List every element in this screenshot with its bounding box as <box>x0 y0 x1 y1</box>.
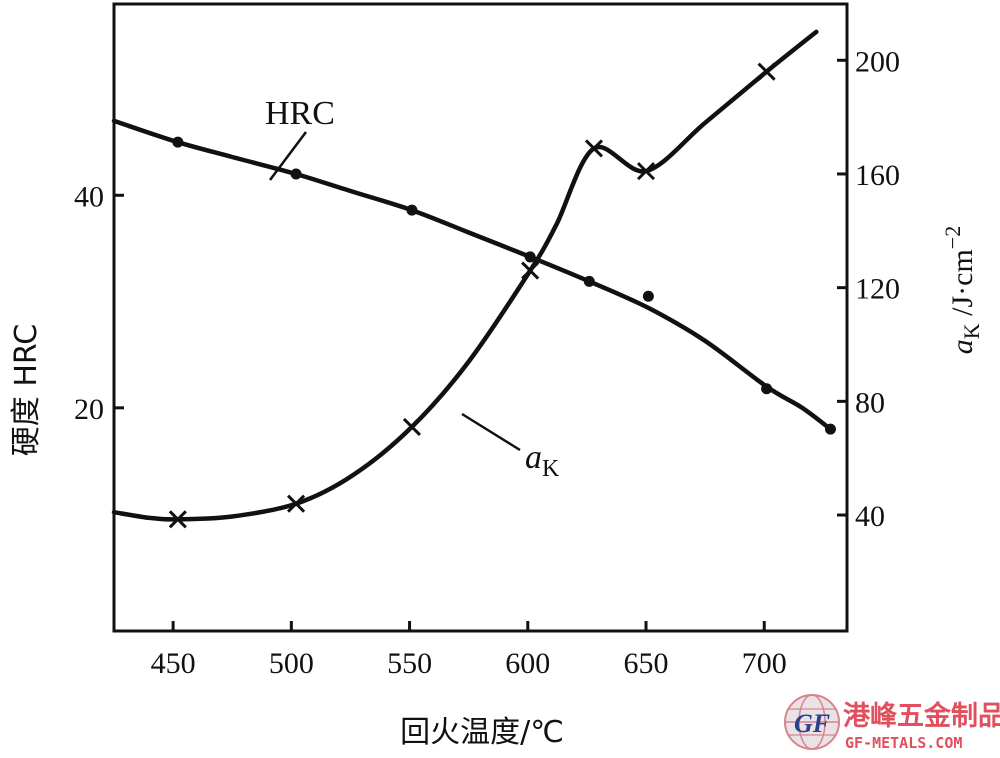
y-left-tick-label-20: 20 <box>74 393 104 426</box>
y-left-tick-label-40: 40 <box>74 180 104 213</box>
ak-point-1 <box>287 494 306 513</box>
curves <box>111 29 833 522</box>
hrc-point-4 <box>583 275 595 287</box>
ak-point-3 <box>521 261 540 280</box>
series-label-ak: aK <box>525 439 560 482</box>
ak-point-2 <box>402 417 421 436</box>
ak-point-4 <box>584 139 604 158</box>
y-right-title-sub: K <box>959 323 984 339</box>
y-right-title-unit: /J·cm <box>946 249 979 323</box>
y-axis-left-title: 硬度 HRC <box>9 324 44 456</box>
series-label-ak-main: a <box>525 439 542 476</box>
x-tick-label-500: 500 <box>269 647 314 680</box>
hrc-point-7 <box>824 423 836 435</box>
watermark-title: 港峰五金制品 <box>843 700 1000 732</box>
x-tick-label-650: 650 <box>624 647 669 680</box>
y-axis-right-title: aK /J·cm−2 <box>940 226 984 354</box>
markers <box>168 62 836 529</box>
series-label-hrc: HRC <box>265 95 335 132</box>
series-line-0 <box>111 118 833 432</box>
ak-leader-line <box>461 412 521 452</box>
ak-point-0 <box>168 510 187 529</box>
y-right-tick-label-40: 40 <box>855 500 885 533</box>
hrc-point-0 <box>172 136 184 148</box>
y-right-title-sup: −2 <box>940 226 965 249</box>
x-tick-label-550: 550 <box>387 647 432 680</box>
x-axis-title: 回火温度/℃ <box>400 715 564 750</box>
series-line-1 <box>111 29 819 522</box>
tick-marks <box>114 58 847 631</box>
watermark-url: GF-METALS.COM <box>845 734 962 752</box>
x-tick-label-600: 600 <box>505 647 550 680</box>
hrc-point-2 <box>406 204 418 216</box>
x-tick-label-700: 700 <box>742 647 787 680</box>
y-right-title-main: a <box>946 339 979 354</box>
hrc-leader-line <box>269 131 307 181</box>
y-right-tick-label-160: 160 <box>855 159 900 192</box>
hrc-point-5 <box>642 290 654 302</box>
y-right-tick-label-80: 80 <box>855 386 885 419</box>
gf-logo-text: GF <box>794 709 830 738</box>
series-label-ak-sub: K <box>542 456 560 482</box>
hrc-point-1 <box>290 168 302 180</box>
y-right-tick-label-120: 120 <box>855 273 900 306</box>
hrc-point-3 <box>524 251 536 263</box>
ak-point-6 <box>757 62 776 81</box>
ak-point-5 <box>636 162 656 181</box>
gf-globe-logo: GF <box>784 694 840 750</box>
tick-labels: 450 500 550 600 650 700 20 40 40 80 120 160 200 <box>74 45 900 680</box>
plot-frame <box>112 2 849 633</box>
watermark: GF 港峰五金制品 GF-METALS.COM <box>784 694 1000 752</box>
y-right-tick-label-200: 200 <box>855 45 900 78</box>
hrc-point-6 <box>761 383 773 395</box>
x-tick-label-450: 450 <box>151 647 196 680</box>
